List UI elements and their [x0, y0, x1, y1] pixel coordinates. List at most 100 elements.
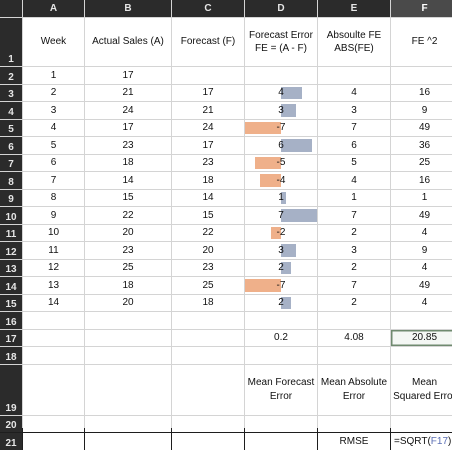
cell-c13[interactable]: 23	[172, 259, 244, 276]
cell-f5[interactable]: 49	[391, 119, 452, 136]
cell-e11[interactable]: 2	[318, 224, 390, 241]
cell-a12[interactable]: 11	[23, 242, 84, 259]
cell-c20[interactable]	[172, 415, 244, 432]
cell-b5[interactable]: 17	[85, 119, 171, 136]
cell-d11[interactable]: -2	[245, 224, 317, 241]
row-header-6[interactable]: 6	[0, 137, 22, 154]
cell-c2[interactable]	[172, 67, 244, 84]
cell-e3[interactable]: 4	[318, 84, 390, 101]
cell-a6[interactable]: 5	[23, 137, 84, 154]
cell-e13[interactable]: 2	[318, 259, 390, 276]
cell-c16[interactable]	[172, 312, 244, 329]
mean-absolute-error-label[interactable]: Mean Absolute Error	[318, 364, 390, 415]
cell-f6[interactable]: 36	[391, 137, 452, 154]
cell-e18[interactable]	[318, 347, 390, 364]
column-header-a[interactable]: A	[23, 0, 84, 17]
row-header-5[interactable]: 5	[0, 119, 22, 136]
row-header-19[interactable]: 19	[0, 364, 22, 415]
cell-a10[interactable]: 9	[23, 207, 84, 224]
cell-e7[interactable]: 5	[318, 154, 390, 171]
cell-d6[interactable]: 6	[245, 137, 317, 154]
cell-e20[interactable]	[318, 415, 390, 432]
cell-d8[interactable]: -4	[245, 172, 317, 189]
row-header-16[interactable]: 16	[0, 312, 22, 329]
row-header-4[interactable]: 4	[0, 102, 22, 119]
cell-b12[interactable]: 23	[85, 242, 171, 259]
header-absolute-fe[interactable]: Absoulte FE ABS(FE)	[318, 18, 390, 66]
cell-f18[interactable]	[391, 347, 452, 364]
cell-b14[interactable]: 18	[85, 277, 171, 294]
cell-e8[interactable]: 4	[318, 172, 390, 189]
cell-f16[interactable]	[391, 312, 452, 329]
cell-c14[interactable]: 25	[172, 277, 244, 294]
cell-a9[interactable]: 8	[23, 189, 84, 206]
row-header-15[interactable]: 15	[0, 294, 22, 311]
cell-a16[interactable]	[23, 312, 84, 329]
cell-c3[interactable]: 17	[172, 84, 244, 101]
header-actual-sales[interactable]: Actual Sales (A)	[85, 18, 171, 66]
cell-d12[interactable]: 3	[245, 242, 317, 259]
column-header-d[interactable]: D	[245, 0, 317, 17]
cell-f4[interactable]: 9	[391, 102, 452, 119]
cell-d3[interactable]: 4	[245, 84, 317, 101]
mean-forecast-error-value[interactable]: 0.2	[245, 329, 317, 346]
cell-e16[interactable]	[318, 312, 390, 329]
cell-a11[interactable]: 10	[23, 224, 84, 241]
header-week[interactable]: Week	[23, 18, 84, 66]
mean-squared-error-value[interactable]: 20.85	[391, 329, 452, 346]
cell-c17[interactable]	[172, 329, 244, 346]
cell-f10[interactable]: 49	[391, 207, 452, 224]
row-header-2[interactable]: 2	[0, 67, 22, 84]
cell-a7[interactable]: 6	[23, 154, 84, 171]
row-header-10[interactable]: 10	[0, 207, 22, 224]
mean-absolute-error-value[interactable]: 4.08	[318, 329, 390, 346]
cell-a17[interactable]	[23, 329, 84, 346]
cell-b15[interactable]: 20	[85, 294, 171, 311]
mean-forecast-error-label[interactable]: Mean Forecast Error	[245, 364, 317, 415]
cell-f15[interactable]: 4	[391, 294, 452, 311]
cell-c21[interactable]	[172, 433, 244, 450]
cell-d10[interactable]: 7	[245, 207, 317, 224]
cell-e9[interactable]: 1	[318, 189, 390, 206]
cell-b13[interactable]: 25	[85, 259, 171, 276]
cell-e2[interactable]	[318, 67, 390, 84]
cell-a8[interactable]: 7	[23, 172, 84, 189]
cell-a21[interactable]	[23, 433, 84, 450]
row-header-8[interactable]: 8	[0, 172, 22, 189]
rmse-formula-cell[interactable]: =SQRT(F17)	[391, 433, 452, 450]
cell-e12[interactable]: 3	[318, 242, 390, 259]
cell-d21[interactable]	[245, 433, 317, 450]
cell-f3[interactable]: 16	[391, 84, 452, 101]
cell-f11[interactable]: 4	[391, 224, 452, 241]
row-header-20[interactable]: 20	[0, 415, 22, 432]
cell-b20[interactable]	[85, 415, 171, 432]
cell-d4[interactable]: 3	[245, 102, 317, 119]
cell-b21[interactable]	[85, 433, 171, 450]
cell-d18[interactable]	[245, 347, 317, 364]
cell-f12[interactable]: 9	[391, 242, 452, 259]
cell-c12[interactable]: 20	[172, 242, 244, 259]
column-header-f[interactable]: F	[391, 0, 452, 17]
cell-f8[interactable]: 16	[391, 172, 452, 189]
cell-e10[interactable]: 7	[318, 207, 390, 224]
cell-d9[interactable]: 1	[245, 189, 317, 206]
cell-b19[interactable]	[85, 364, 171, 415]
cell-c8[interactable]: 18	[172, 172, 244, 189]
cell-a14[interactable]: 13	[23, 277, 84, 294]
cell-b3[interactable]: 21	[85, 84, 171, 101]
cell-e15[interactable]: 2	[318, 294, 390, 311]
row-header-14[interactable]: 14	[0, 277, 22, 294]
cell-b7[interactable]: 18	[85, 154, 171, 171]
cell-f9[interactable]: 1	[391, 189, 452, 206]
cell-f13[interactable]: 4	[391, 259, 452, 276]
cell-f2[interactable]	[391, 67, 452, 84]
column-header-c[interactable]: C	[172, 0, 244, 17]
column-header-e[interactable]: E	[318, 0, 390, 17]
cell-d5[interactable]: -7	[245, 119, 317, 136]
row-header-17[interactable]: 17	[0, 329, 22, 346]
cell-d13[interactable]: 2	[245, 259, 317, 276]
header-forecast[interactable]: Forecast (F)	[172, 18, 244, 66]
cell-c10[interactable]: 15	[172, 207, 244, 224]
cell-a13[interactable]: 12	[23, 259, 84, 276]
cell-f7[interactable]: 25	[391, 154, 452, 171]
